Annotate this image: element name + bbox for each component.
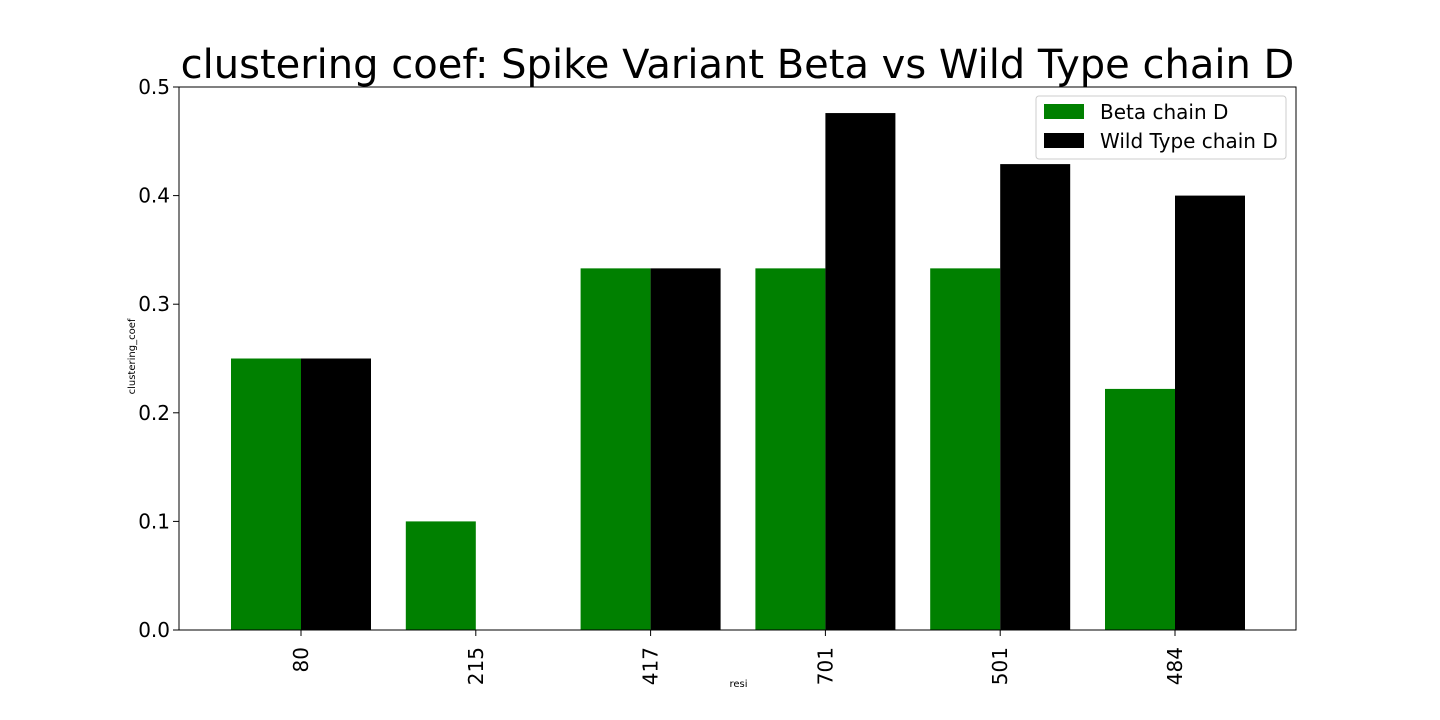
legend-label: Wild Type chain D — [1100, 129, 1278, 153]
y-axis-label: clustering_coef — [127, 318, 138, 394]
y-tick-label: 0.3 — [138, 292, 170, 316]
x-axis: 80 215 417 701 501 484 — [289, 630, 1187, 685]
chart-title: clustering coef: Spike Variant Beta vs W… — [181, 42, 1295, 88]
bar-wild-type-80 — [301, 358, 371, 630]
bar-beta-215 — [405, 521, 476, 630]
x-tick-label: 484 — [1163, 647, 1187, 685]
bars-group — [231, 113, 1245, 630]
bar-beta-417 — [580, 268, 651, 630]
y-axis: 0.0 0.1 0.2 0.3 0.4 0.5 — [138, 75, 179, 642]
x-tick-label: 501 — [988, 647, 1012, 685]
bar-wild-type-484 — [1175, 195, 1245, 630]
x-tick-label: 215 — [464, 647, 488, 685]
y-tick-label: 0.2 — [138, 401, 170, 425]
y-tick-label: 0.5 — [138, 75, 170, 99]
x-tick-label: 701 — [813, 647, 837, 685]
x-tick-label: 417 — [639, 647, 663, 685]
x-axis-label: resi — [729, 679, 747, 690]
legend: Beta chain D Wild Type chain D — [1035, 95, 1287, 160]
bar-beta-484 — [1105, 388, 1175, 630]
legend-box — [1035, 95, 1287, 160]
bar-wild-type-417 — [650, 268, 721, 630]
x-tick-label: 80 — [289, 647, 313, 672]
legend-swatch — [1044, 133, 1084, 148]
bar-beta-701 — [755, 268, 826, 630]
legend-swatch — [1044, 104, 1084, 119]
bar-beta-501 — [930, 268, 1001, 630]
bar-wild-type-501 — [1000, 164, 1071, 630]
y-tick-label: 0.0 — [138, 618, 170, 642]
legend-label: Beta chain D — [1100, 100, 1228, 124]
bar-wild-type-701 — [825, 113, 896, 630]
y-tick-label: 0.4 — [138, 184, 170, 208]
bar-beta-80 — [231, 358, 301, 630]
y-tick-label: 0.1 — [138, 509, 170, 533]
plot-area-frame — [178, 86, 1297, 631]
